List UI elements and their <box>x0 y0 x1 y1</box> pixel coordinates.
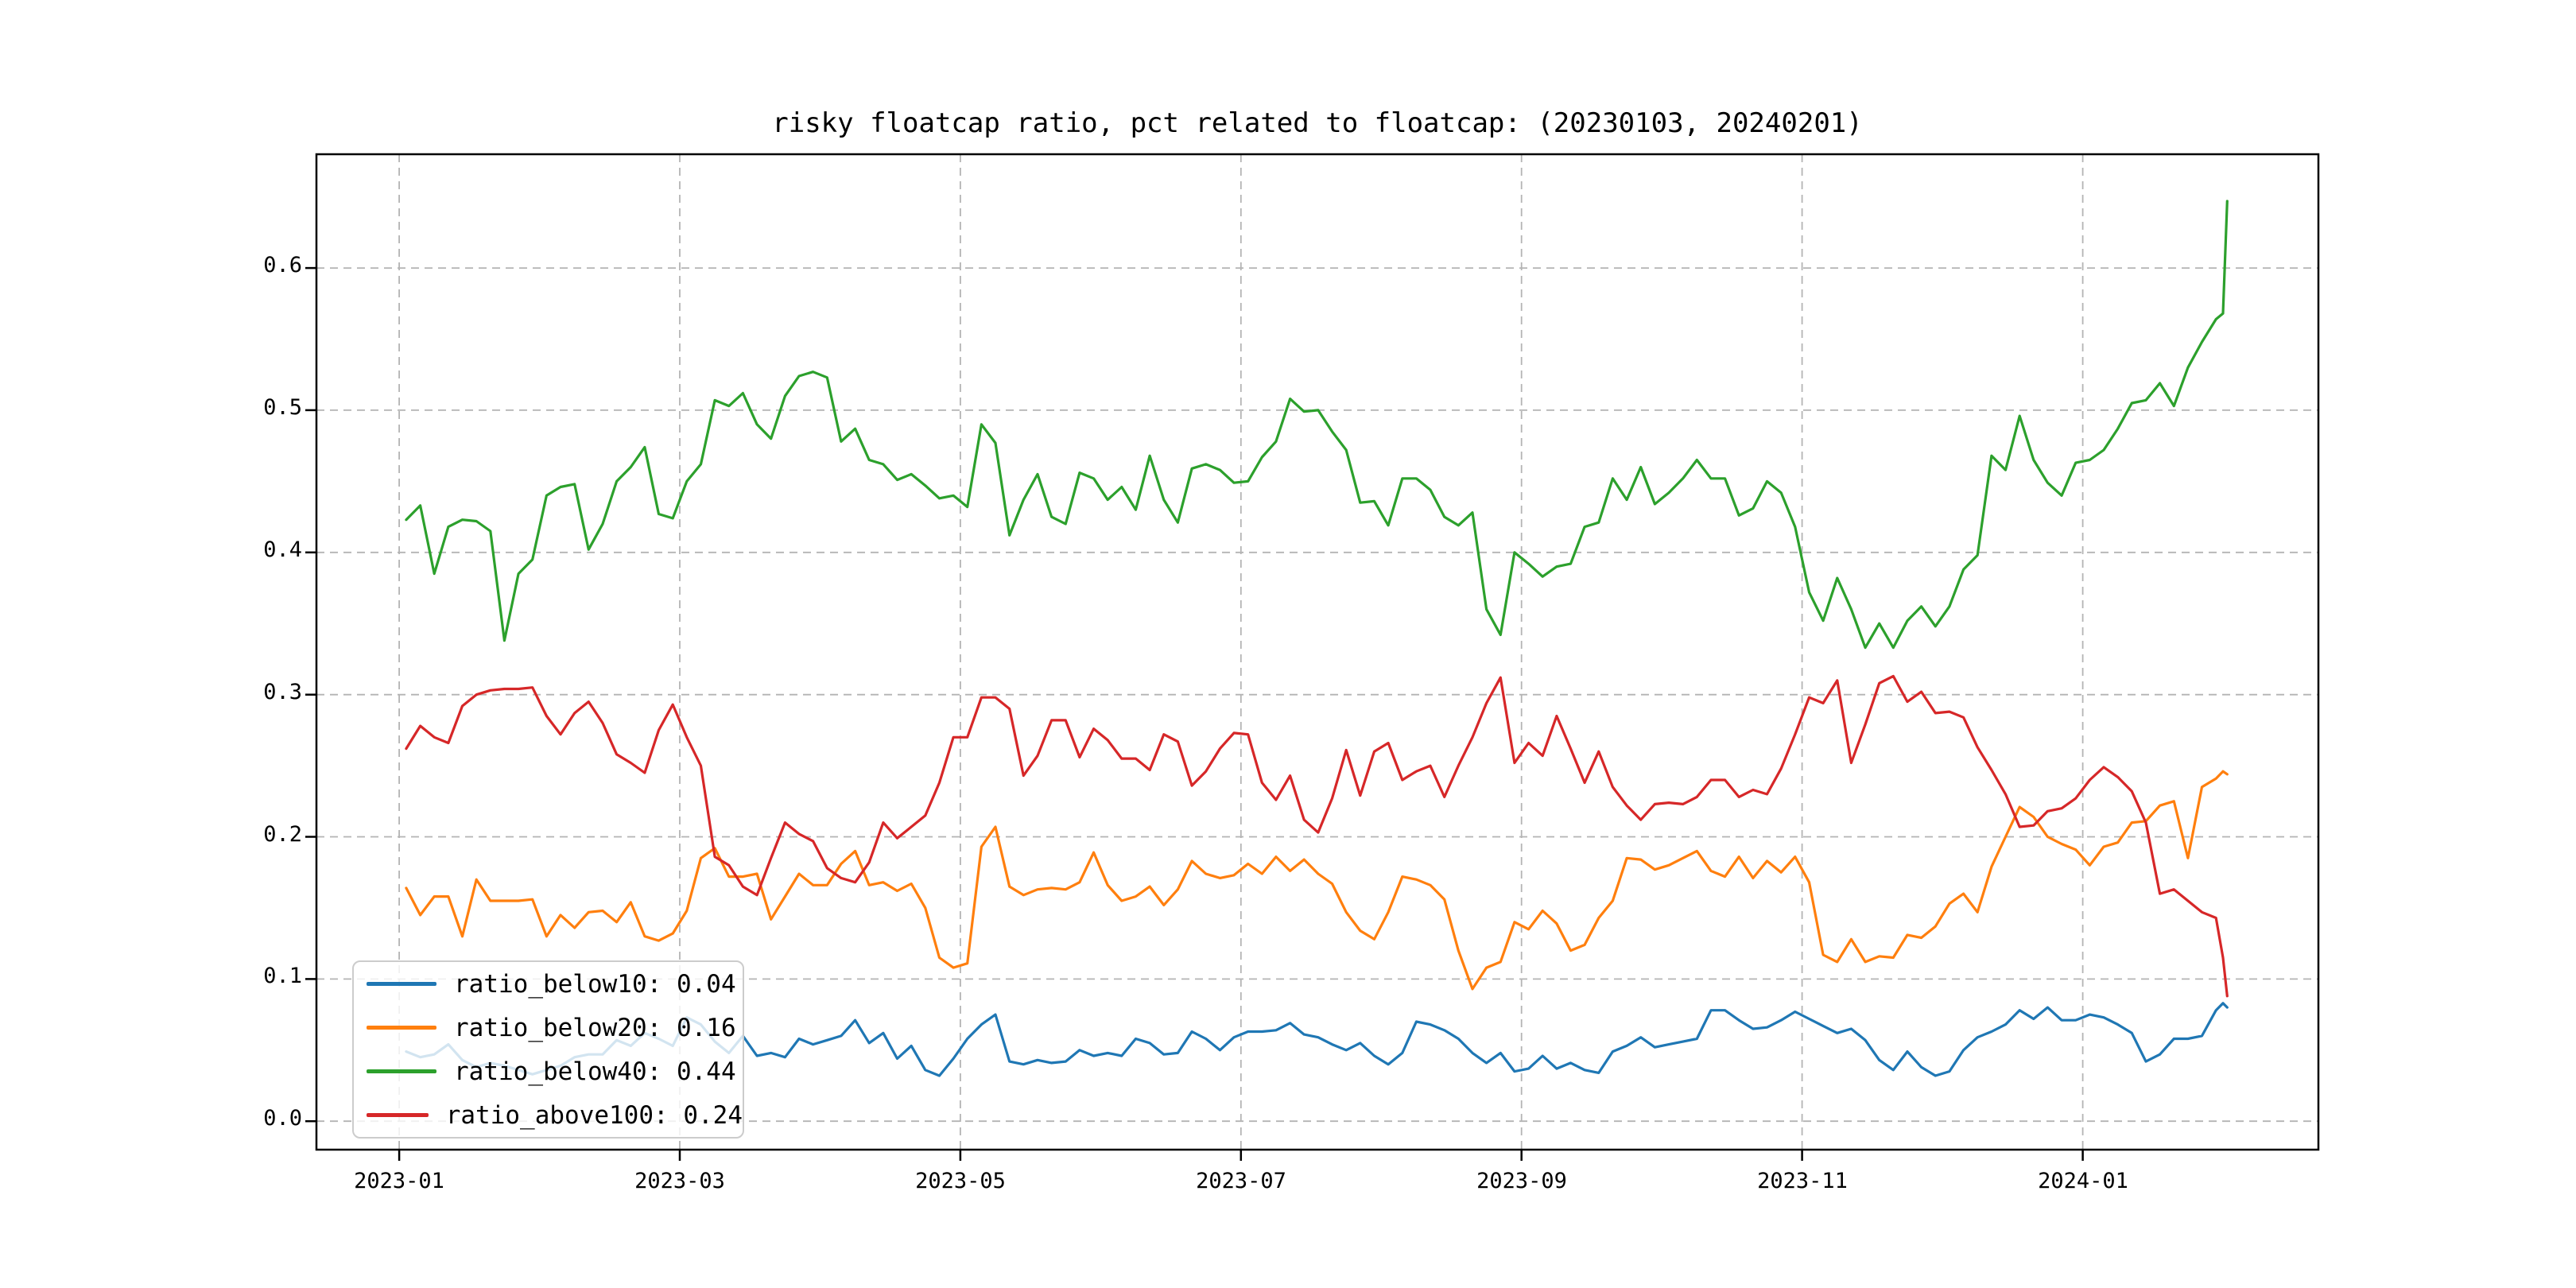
y-tick-label: 0.5 <box>263 395 302 420</box>
x-tick-label: 2023-05 <box>915 1169 1006 1193</box>
x-tick-label: 2023-01 <box>354 1169 444 1193</box>
y-tick-label: 0.3 <box>263 680 302 704</box>
x-tick-label: 2024-01 <box>2038 1169 2128 1193</box>
legend-line-sample-icon <box>367 1026 436 1030</box>
legend-label: ratio_below20: 0.16 <box>454 1013 736 1042</box>
x-tick-label: 2023-03 <box>634 1169 725 1193</box>
y-tick-label: 0.6 <box>263 253 302 277</box>
y-tick-label: 0.4 <box>263 537 302 562</box>
legend-label: ratio_below40: 0.44 <box>454 1057 736 1086</box>
legend-line-sample-icon <box>367 1113 429 1117</box>
legend-label: ratio_below10: 0.04 <box>454 969 736 999</box>
x-tick-label: 2023-07 <box>1196 1169 1286 1193</box>
x-tick-label: 2023-11 <box>1757 1169 1848 1193</box>
y-tick-label: 0.0 <box>263 1106 302 1131</box>
series-ratio_below40-line <box>405 200 2229 650</box>
legend-entry-ratio-above100: ratio_above100: 0.24 <box>354 1094 743 1137</box>
x-tick-label: 2023-09 <box>1476 1169 1567 1193</box>
legend-entry-ratio-below40: ratio_below40: 0.44 <box>354 1050 743 1093</box>
y-tick-label: 0.2 <box>263 822 302 847</box>
series-ratio_above100-line <box>405 674 2229 998</box>
legend-label: ratio_above100: 0.24 <box>445 1100 743 1130</box>
plot-border <box>315 153 2320 1151</box>
chart-title: risky floatcap ratio, pct related to flo… <box>772 107 1863 139</box>
legend-entry-ratio-below20: ratio_below20: 0.16 <box>354 1007 743 1049</box>
legend-entry-ratio-below10: ratio_below10: 0.04 <box>354 963 743 1006</box>
legend-line-sample-icon <box>367 1069 436 1073</box>
axis-ticks <box>305 266 2084 1161</box>
y-tick-label: 0.1 <box>263 964 302 988</box>
legend: ratio_below10: 0.04 ratio_below20: 0.16 … <box>352 960 744 1139</box>
legend-line-sample-icon <box>367 982 436 986</box>
